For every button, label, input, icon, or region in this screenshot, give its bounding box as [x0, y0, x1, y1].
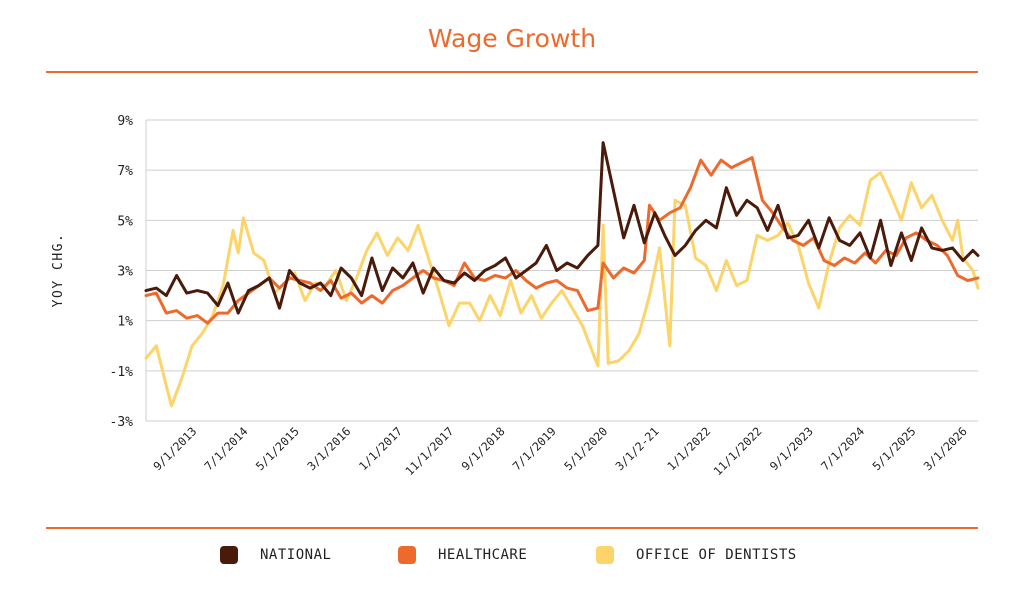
y-axis-tick-labels: -3% -1% 1% 3% 5% 7% 9%	[110, 114, 134, 430]
x-tick-label: 7/1/2014	[202, 424, 251, 473]
x-tick-label: 7/1/2019	[510, 424, 559, 473]
legend-swatch-healthcare	[398, 546, 416, 564]
series-line-office-of-dentists	[144, 171, 980, 408]
legend-label-national: NATIONAL	[260, 547, 332, 563]
y-tick-label: -3%	[110, 415, 134, 430]
x-tick-label: 9/1/2018	[459, 424, 508, 473]
x-tick-label: 1/1/2022	[664, 424, 713, 473]
y-tick-label: 3%	[117, 265, 133, 280]
y-tick-label: 9%	[117, 114, 133, 129]
y-tick-label: 7%	[117, 164, 133, 179]
legend-divider	[46, 527, 978, 529]
chart-title: Wage Growth	[427, 24, 597, 53]
x-axis-tick-labels: 9/1/2013 7/1/2014 5/1/2015 3/1/2016 1/1/2017…	[150, 424, 970, 478]
grid-lines	[145, 119, 978, 422]
x-tick-label: 3/1/2-21	[613, 424, 662, 473]
series-line-national	[144, 141, 980, 315]
y-tick-label: -1%	[110, 365, 134, 380]
x-tick-label: 11/1/2022	[711, 424, 765, 478]
legend-label-office-of-dentists: OFFICE OF DENTISTS	[636, 547, 797, 563]
x-tick-label: 11/1/2017	[402, 424, 456, 478]
x-tick-label: 3/1/2016	[304, 424, 353, 473]
legend-label-healthcare: HEALTHCARE	[438, 547, 528, 563]
y-tick-label: 1%	[117, 315, 133, 330]
x-tick-label: 5/1/2015	[253, 424, 302, 473]
x-tick-label: 1/1/2017	[356, 424, 405, 473]
legend-item-healthcare: HEALTHCARE	[398, 544, 527, 566]
x-tick-label: 9/1/2013	[150, 424, 199, 473]
x-tick-label: 5/1/2020	[561, 424, 610, 473]
legend-swatch-national	[220, 546, 238, 564]
y-tick-label: 5%	[117, 214, 133, 229]
legend-item-office-of-dentists: OFFICE OF DENTISTS	[596, 544, 797, 566]
series-lines	[144, 141, 980, 408]
y-axis-title: YOY CHG.	[51, 233, 66, 308]
x-tick-label: 9/1/2023	[767, 424, 816, 473]
x-tick-label: 7/1/2024	[818, 424, 867, 473]
x-tick-label: 5/1/2025	[869, 424, 918, 473]
legend: NATIONAL HEALTHCARE OFFICE OF DENTISTS	[0, 540, 1024, 570]
title-divider	[46, 71, 978, 73]
x-tick-label: 3/1/2026	[921, 424, 970, 473]
line-chart: -3%-1%1%3%5%7%9% YOY CHG. 9/1/2013 7/1/20…	[51, 114, 980, 478]
legend-swatch-office-of-dentists	[596, 546, 614, 564]
legend-item-national: NATIONAL	[220, 544, 331, 566]
